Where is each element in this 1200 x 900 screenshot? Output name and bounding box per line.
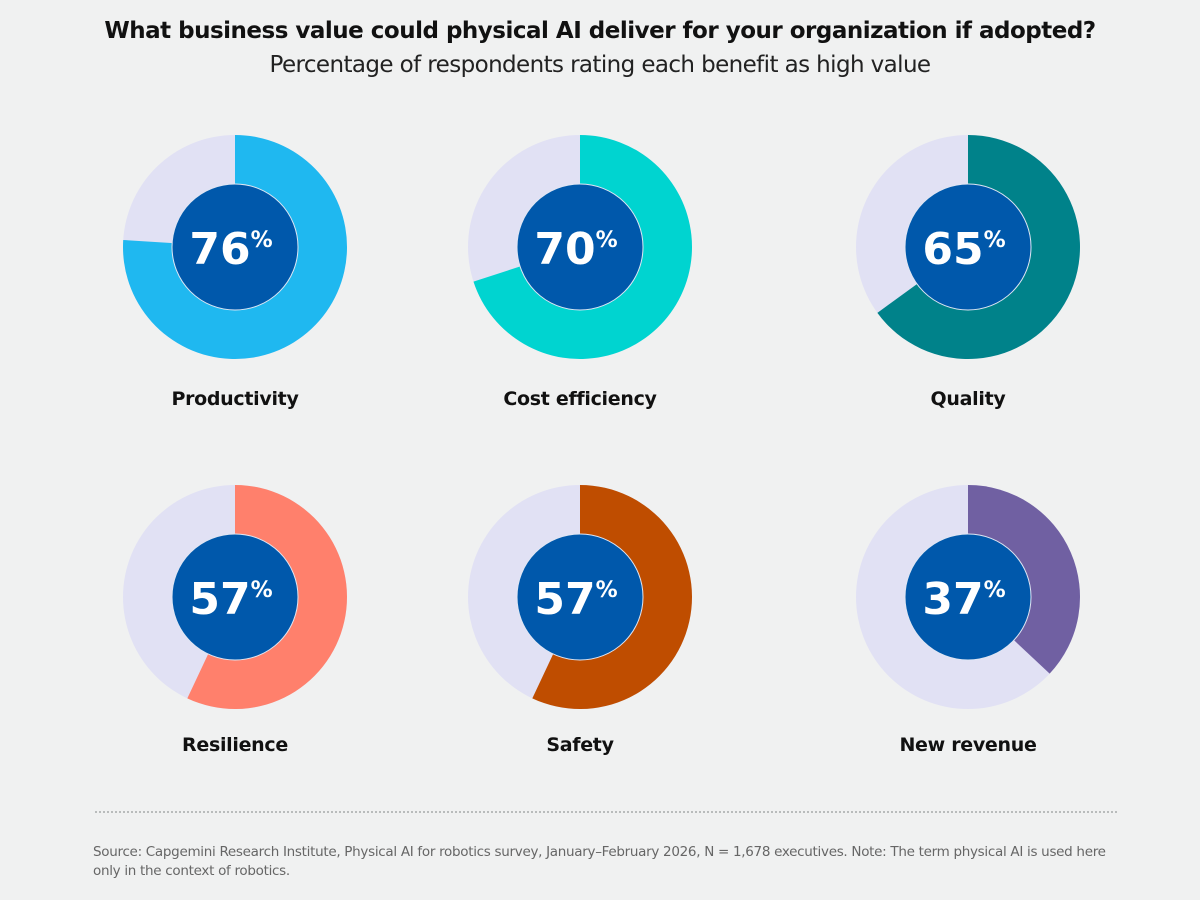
donut-center-resilience [171,533,299,661]
value-label-resilience: 57% [189,574,272,625]
chart-subtitle: Percentage of respondents rating each be… [269,52,932,78]
value-label-productivity: 76% [189,224,272,275]
footer-divider [95,811,1117,813]
category-label-cost-efficiency: Cost efficiency [503,388,657,410]
donut-productivity: 76% [123,135,347,359]
value-label-quality: 65% [922,224,1005,275]
donut-center-quality [904,183,1032,311]
category-label-new-revenue: New revenue [899,734,1037,756]
donut-quality: 65% [856,135,1080,360]
chart-title: What business value could physical AI de… [104,18,1096,44]
category-label-quality: Quality [930,388,1006,410]
source-note: Source: Capgemini Research Institute, Ph… [93,844,1106,879]
category-label-productivity: Productivity [171,388,299,410]
category-label-resilience: Resilience [182,734,288,756]
donut-center-safety [516,533,644,661]
category-label-safety: Safety [546,734,614,756]
donut-new-revenue: 37% [856,485,1080,709]
value-label-safety: 57% [534,574,617,625]
donut-center-new-revenue [904,533,1032,661]
value-label-new-revenue: 37% [922,574,1005,625]
donut-center-cost-efficiency [516,183,644,311]
value-label-cost-efficiency: 70% [534,224,617,275]
donut-resilience: 57% [123,485,347,710]
donut-center-productivity [171,183,299,311]
donut-cost-efficiency: 70% [468,135,693,359]
donut-safety: 57% [468,485,692,710]
